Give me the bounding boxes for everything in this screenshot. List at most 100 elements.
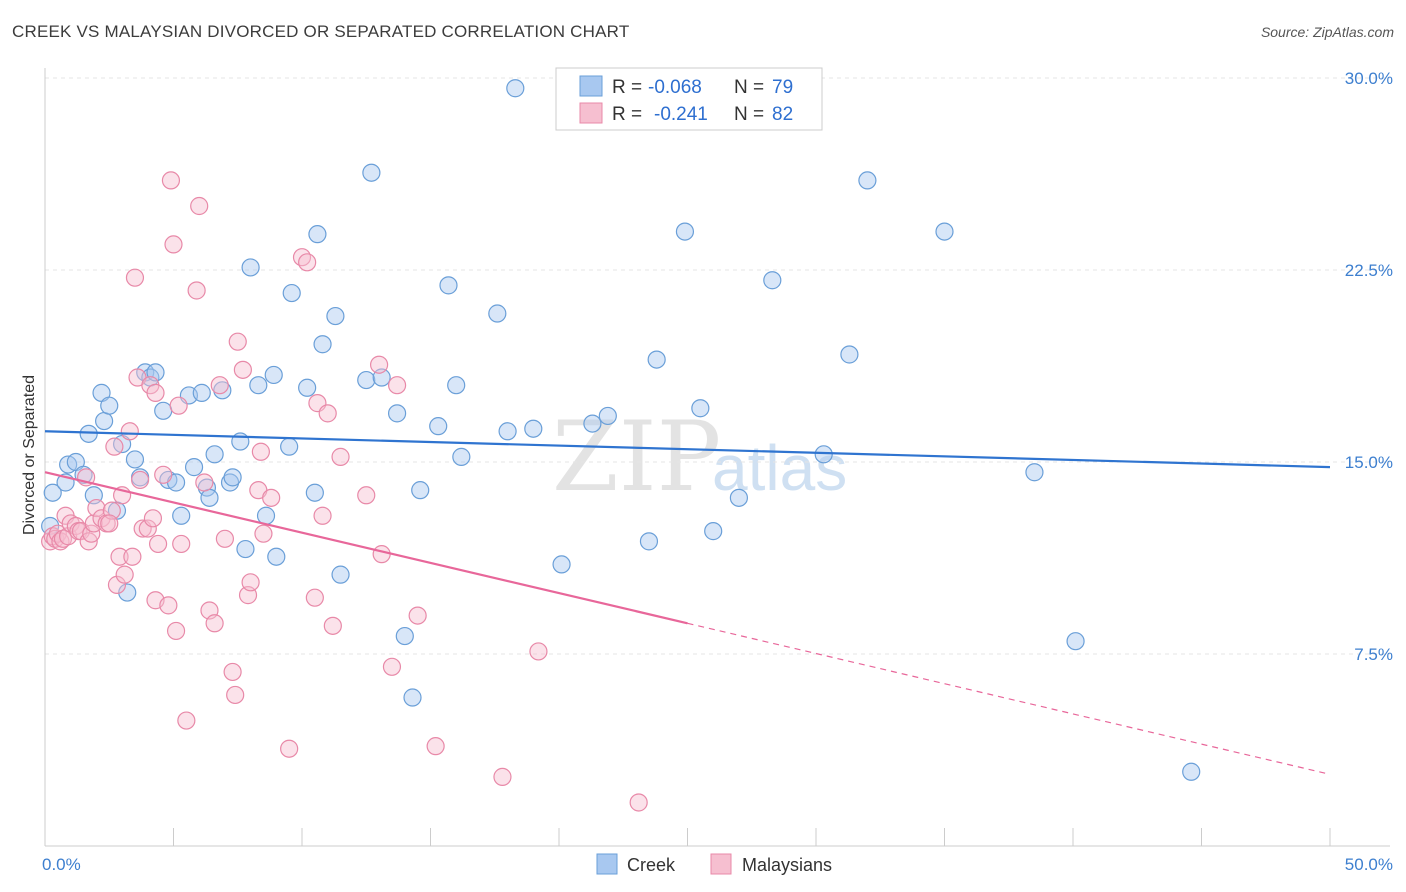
malaysians-point-52 — [228, 332, 247, 351]
malaysians-point-24 — [115, 565, 134, 584]
creek-point-77 — [1066, 632, 1085, 651]
malaysians-point-71 — [372, 545, 391, 564]
malaysians-point-62 — [298, 253, 317, 272]
creek-point-64 — [598, 406, 617, 426]
malaysians-n-label: N = — [734, 104, 764, 125]
malaysians-point-80 — [130, 470, 150, 490]
creek-point-40 — [282, 283, 301, 303]
creek-point-63 — [583, 414, 602, 433]
creek-point-34 — [241, 258, 260, 277]
watermark: ZIP atlas — [552, 401, 847, 513]
malaysians-point-30 — [138, 519, 157, 538]
y-tick-label-2: 22.5% — [1345, 261, 1393, 280]
creek-point-73 — [840, 345, 859, 364]
creek-point-1 — [43, 483, 62, 502]
creek-point-41 — [298, 378, 317, 397]
legend-malaysians-label: Malaysians — [742, 855, 832, 875]
creek-point-47 — [357, 370, 376, 390]
creek-point-50 — [387, 404, 407, 423]
malaysians-point-77 — [529, 642, 548, 661]
malaysians-trend-line — [44, 471, 688, 625]
malaysians-point-39 — [166, 621, 186, 641]
creek-point-31 — [223, 468, 242, 487]
series-legend: Creek Malaysians — [596, 853, 832, 875]
malaysians-swatch — [579, 102, 603, 124]
creek-point-59 — [498, 422, 517, 441]
creek-point-19 — [154, 401, 173, 420]
creek-n-value: 79 — [772, 77, 793, 98]
creek-point-33 — [236, 539, 255, 559]
malaysians-point-79 — [146, 383, 165, 402]
creek-point-67 — [675, 222, 695, 241]
y-tick-label-1: 15.0% — [1345, 453, 1393, 472]
malaysians-point-67 — [323, 616, 342, 635]
malaysians-point-66 — [318, 404, 337, 423]
creek-n-label: N = — [734, 77, 764, 98]
creek-point-56 — [447, 376, 466, 395]
chart-title: CREEK VS MALAYSIAN DIVORCED OR SEPARATED… — [12, 22, 630, 41]
x-tick-labels: 0.0% 50.0% — [42, 855, 1393, 874]
malaysians-point-74 — [408, 606, 427, 625]
trend-lines — [44, 430, 1331, 775]
malaysians-point-26 — [123, 547, 142, 566]
malaysians-point-63 — [305, 588, 324, 607]
creek-point-45 — [326, 306, 345, 326]
malaysians-point-57 — [251, 442, 270, 461]
malaysians-point-73 — [387, 376, 407, 395]
y-tick-label-0: 7.5% — [1354, 645, 1393, 664]
creek-point-62 — [552, 555, 571, 574]
y-tick-labels: 7.5% 15.0% 22.5% 30.0% — [1345, 69, 1393, 664]
malaysians-point-81 — [100, 514, 119, 533]
creek-point-38 — [267, 547, 286, 566]
creek-point-78 — [1182, 762, 1201, 781]
malaysians-point-47 — [205, 614, 224, 633]
creek-point-48 — [362, 163, 381, 182]
creek-point-58 — [488, 304, 507, 323]
creek-point-53 — [411, 481, 430, 500]
malaysians-point-27 — [125, 268, 145, 287]
creek-point-37 — [264, 365, 283, 385]
malaysians-point-58 — [254, 524, 273, 543]
malaysians-point-42 — [177, 711, 196, 730]
y-axis-label: Divorced or Separated — [21, 375, 38, 535]
malaysians-point-21 — [107, 575, 127, 594]
malaysians-point-48 — [210, 376, 229, 395]
creek-point-44 — [313, 335, 332, 354]
creek-point-42 — [305, 483, 324, 502]
creek-r-label: R = — [612, 77, 642, 98]
malaysians-point-76 — [493, 767, 512, 786]
creek-point-9 — [95, 411, 114, 431]
malaysians-point-44 — [190, 196, 209, 216]
malaysians-point-43 — [187, 281, 206, 300]
legend-malaysians-swatch — [710, 853, 732, 875]
creek-trend-line — [44, 430, 1331, 469]
watermark-zip: ZIP — [552, 401, 721, 513]
creek-point-6 — [79, 424, 98, 443]
creek-point-68 — [691, 399, 710, 418]
malaysians-n-value: 82 — [772, 104, 793, 125]
creek-point-28 — [205, 445, 224, 464]
malaysians-point-68 — [331, 447, 350, 466]
malaysians-point-35 — [154, 465, 173, 484]
malaysians-point-55 — [241, 573, 260, 592]
malaysians-point-9 — [66, 516, 85, 536]
creek-point-54 — [429, 417, 448, 436]
malaysians-point-16 — [87, 498, 106, 518]
x-tick-label-1: 50.0% — [1345, 855, 1393, 874]
creek-point-60 — [506, 79, 525, 98]
legend-creek-label: Creek — [627, 855, 676, 875]
axes — [44, 68, 1390, 847]
malaysians-point-22 — [110, 547, 129, 566]
stats-legend: R = -0.068 N = 79 R = -0.241 N = 82 — [555, 67, 823, 131]
creek-point-51 — [395, 626, 414, 646]
creek-point-72 — [814, 445, 833, 464]
legend-creek-swatch — [596, 853, 618, 875]
creek-point-27 — [200, 488, 219, 507]
creek-point-61 — [524, 419, 543, 438]
malaysians-r-value: -0.241 — [654, 104, 708, 125]
malaysians-point-61 — [292, 248, 312, 267]
creek-point-25 — [192, 383, 211, 402]
x-tick-label-0: 0.0% — [42, 855, 81, 874]
creek-point-30 — [220, 473, 240, 492]
